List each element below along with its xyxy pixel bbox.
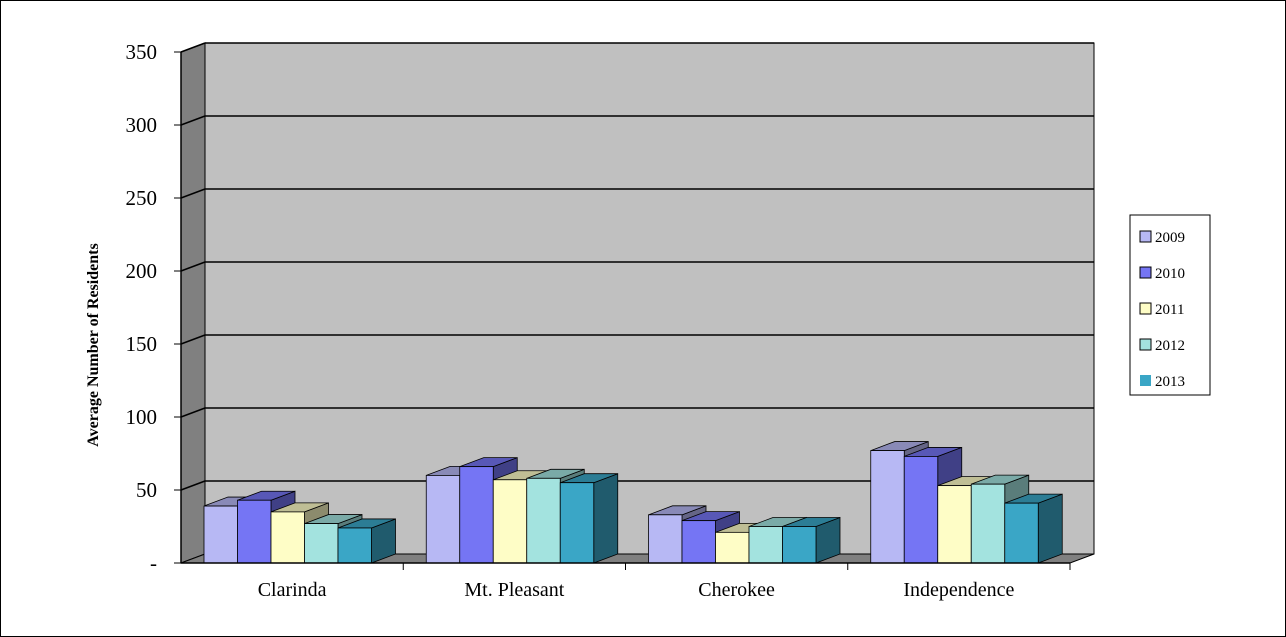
legend-label: 2012	[1155, 338, 1185, 354]
y-tick-label: 150	[126, 332, 158, 356]
bar	[715, 531, 750, 564]
bar	[681, 520, 716, 564]
bar-side	[593, 473, 619, 564]
y-tick-label: -	[150, 551, 157, 575]
legend-swatch	[1139, 338, 1152, 351]
bar	[304, 523, 339, 564]
y-axis-label: Average Number of Residents	[85, 243, 102, 446]
legend-label: 2013	[1155, 374, 1185, 390]
bar-side	[1037, 493, 1063, 564]
y-tick-label: 200	[126, 259, 158, 283]
bar	[270, 511, 305, 564]
bar	[1004, 502, 1039, 564]
bar	[559, 482, 595, 564]
y-tick-label: 100	[126, 405, 158, 429]
legend-label: 2010	[1155, 266, 1185, 282]
gridline-side	[180, 407, 206, 418]
gridline-side	[180, 115, 206, 126]
gridline-side	[180, 188, 206, 199]
gridline-side	[180, 334, 206, 345]
y-tick-label: 350	[126, 40, 158, 64]
y-tick-label: 250	[126, 186, 158, 210]
bar	[648, 514, 683, 564]
bar	[459, 466, 494, 564]
bar	[937, 485, 972, 564]
bar	[870, 450, 905, 564]
bar	[903, 456, 939, 564]
legend-label: 2009	[1155, 230, 1185, 246]
y-tick-label: 50	[136, 478, 157, 502]
y-tick-label: 300	[126, 113, 158, 137]
axes: - 50 100 150 200 250 300 350 Clarinda Mt. Pleasan…	[126, 40, 1071, 601]
legend-swatch	[1139, 266, 1152, 279]
gridline-side	[180, 480, 206, 491]
legend-swatch	[1139, 230, 1152, 243]
legend-swatch	[1139, 302, 1152, 315]
bar	[782, 526, 817, 564]
bar	[492, 479, 528, 564]
bar	[526, 477, 561, 564]
bar	[337, 527, 372, 564]
bar	[970, 483, 1006, 564]
gridline-side	[180, 42, 206, 53]
bar	[237, 499, 272, 564]
gridline-side	[180, 261, 206, 272]
gridlines	[180, 42, 1094, 491]
bars	[203, 441, 1063, 564]
x-category-label: Mt. Pleasant	[464, 579, 564, 601]
legend: 2009 2010 2011 2012 2013	[1129, 214, 1211, 396]
bar	[425, 474, 461, 564]
x-category-label: Clarinda	[258, 579, 327, 601]
bar	[203, 505, 238, 564]
bar	[748, 526, 783, 564]
legend-swatch	[1140, 375, 1151, 386]
legend-label: 2011	[1155, 302, 1184, 318]
x-category-label: Independence	[903, 579, 1014, 601]
x-category-label: Cherokee	[698, 579, 775, 601]
